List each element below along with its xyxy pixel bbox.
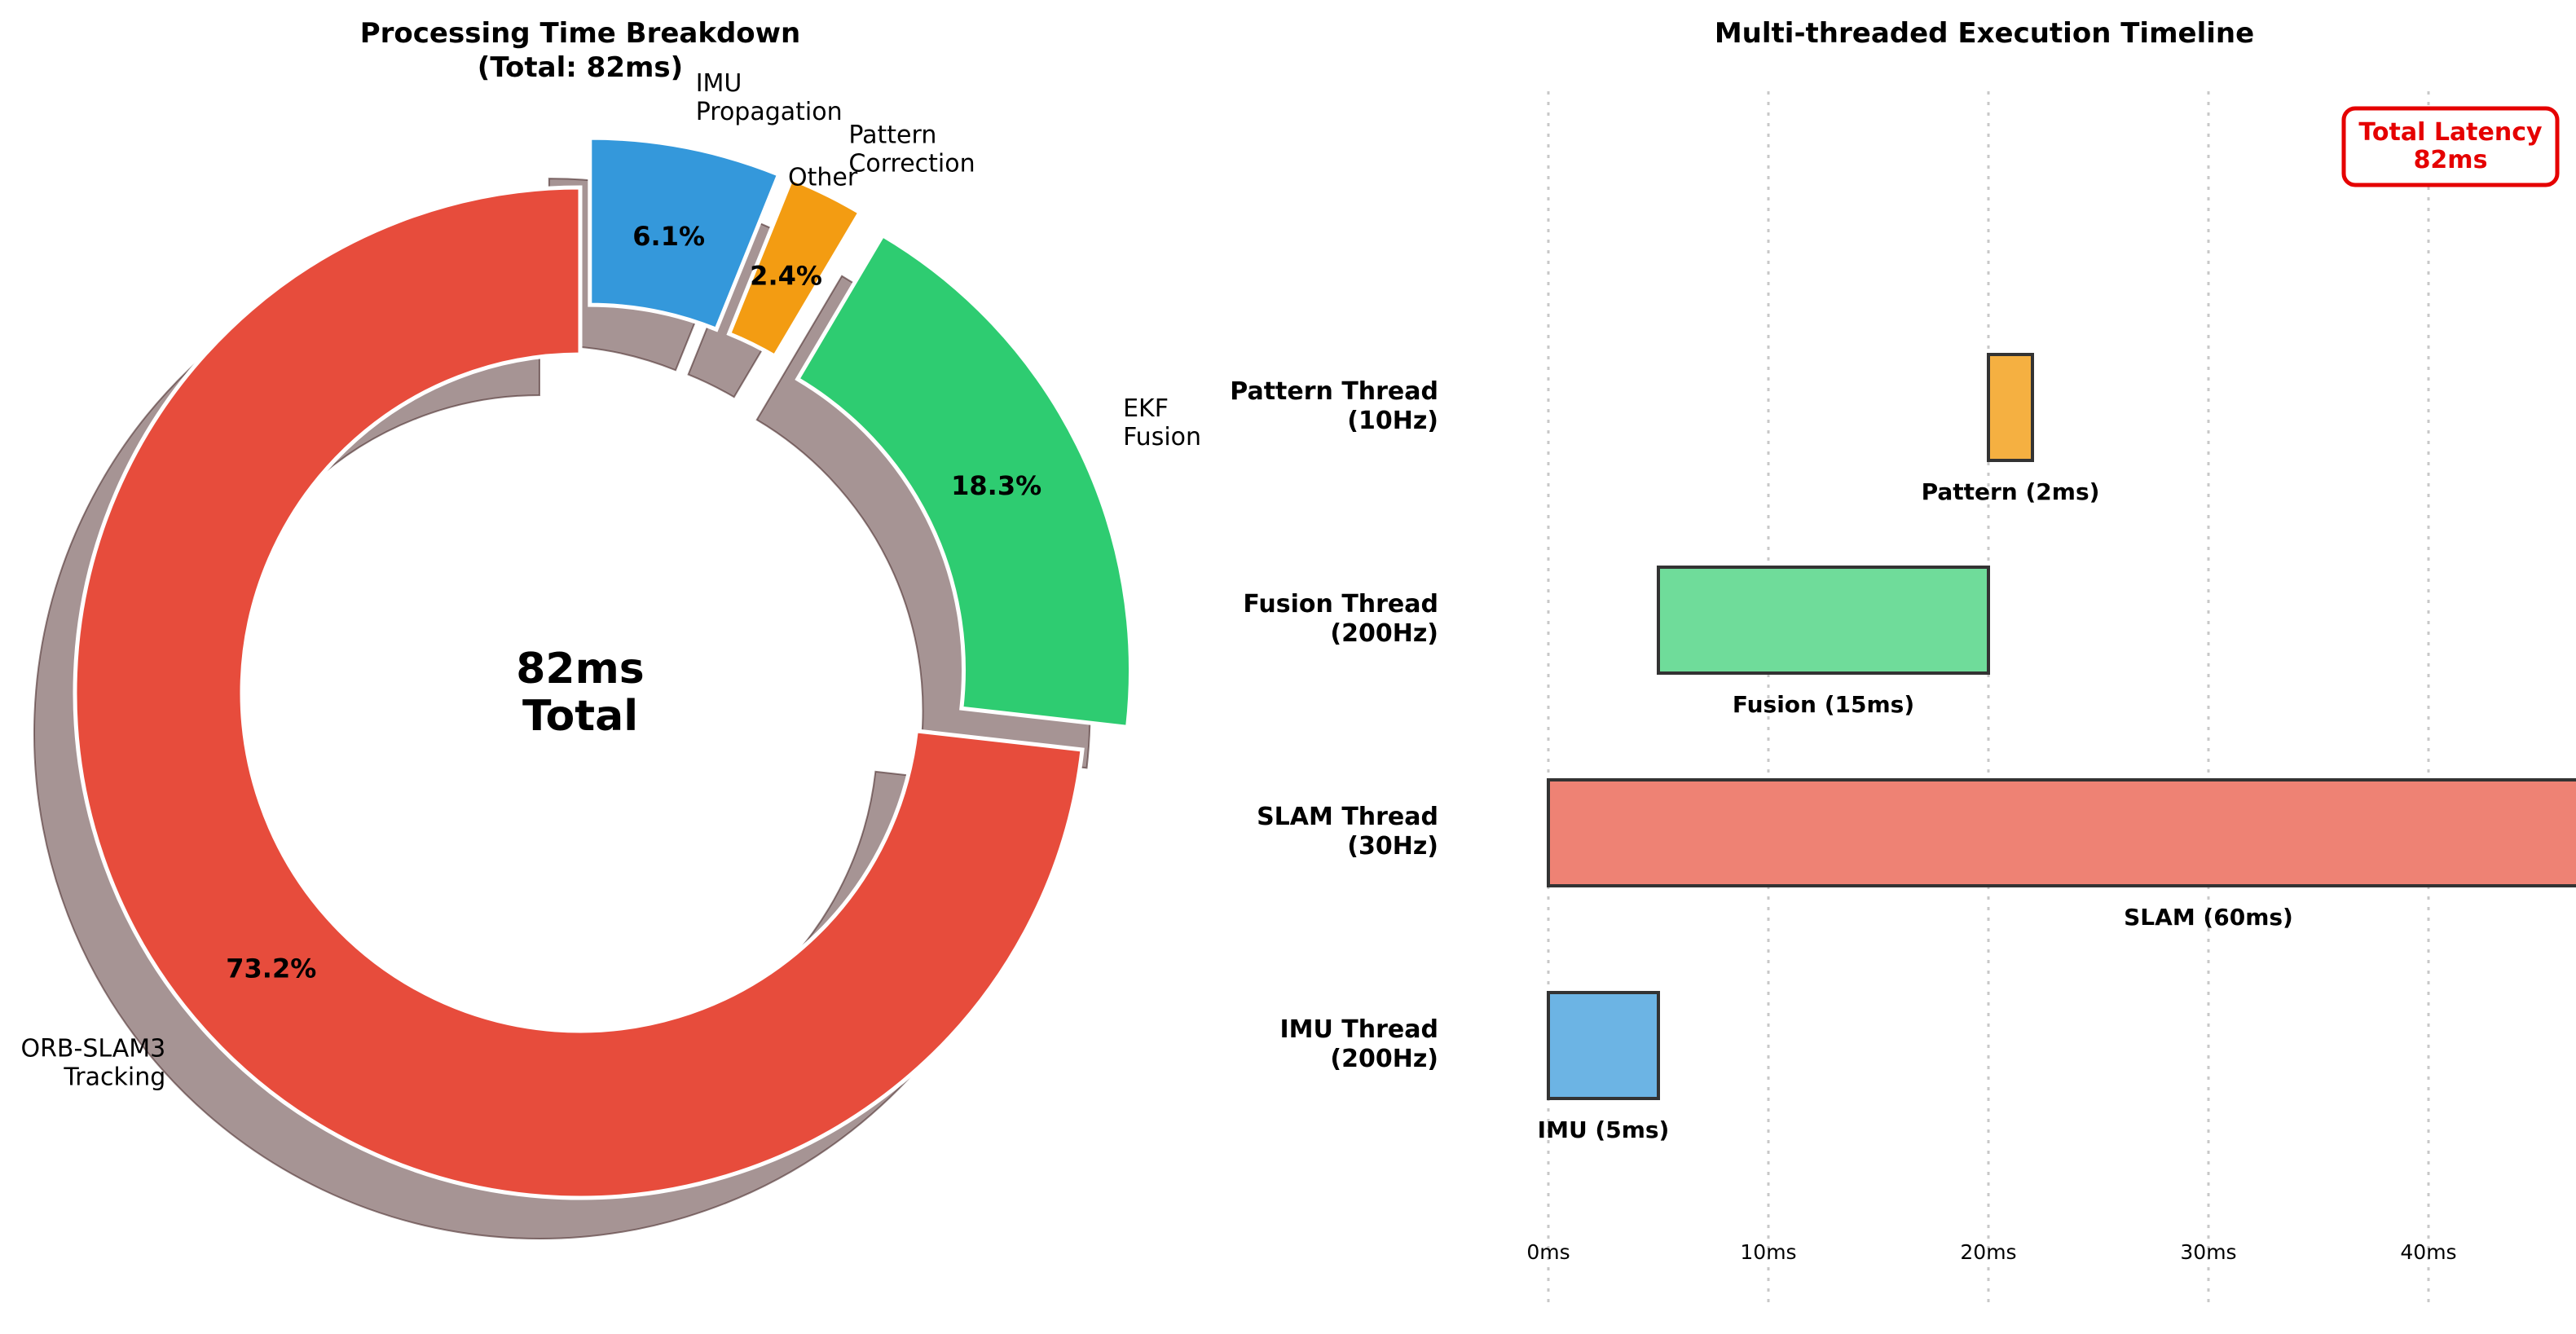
timeline-title: Multi-threaded Execution Timeline: [1715, 17, 2254, 50]
thread-label-pattern-thread: Pattern Thread (10Hz): [1230, 377, 1438, 435]
donut-slice-layer: [73, 135, 1133, 1200]
bar-label-pattern-thread: Pattern (2ms): [1922, 478, 2100, 505]
donut-percent-orb-slam3-tracking: 73.2%: [226, 953, 316, 984]
donut-label-pattern-correction: Pattern Correction: [848, 121, 975, 178]
donut-label-ekf-fusion: EKF Fusion: [1123, 394, 1201, 451]
timeline-bar-fusion-thread: [1657, 566, 1990, 675]
donut-label-imu-propagation: IMU Propagation: [696, 69, 843, 126]
donut-subtitle: (Total: 82ms): [478, 51, 683, 84]
donut-slice-labels: ORB-SLAM3 Tracking EKF Fusion Pattern Correct…: [20, 69, 1201, 1092]
tick-label-0: 0ms: [1526, 1240, 1570, 1264]
donut-slice-orb-slam3-tracking: [73, 185, 1085, 1200]
timeline-bar-imu-thread: [1547, 991, 1660, 1100]
donut-percent-pattern-correction: 2.4%: [750, 261, 822, 292]
total-latency-box: Total Latency 82ms: [2341, 106, 2560, 187]
donut-label-other: Other: [788, 163, 858, 192]
timeline-bar-labels: Pattern (2ms) Fusion (15ms) SLAM (60ms) IMU…: [1538, 478, 2293, 1143]
timeline-thread-labels: Pattern Thread (10Hz) Fusion Thread (200Hz)…: [1230, 377, 1438, 1073]
tick-label-30: 30ms: [2180, 1240, 2236, 1264]
timeline-bar-pattern-thread: [1987, 353, 2034, 462]
timeline-bar-slam-thread: [1547, 778, 2576, 887]
total-latency-title: Total Latency: [2358, 118, 2543, 147]
timeline-bars: [1547, 353, 2576, 1100]
donut-percent-imu-propagation: 6.1%: [632, 221, 705, 252]
donut-slice-pattern-correction: [726, 176, 863, 359]
tick-label-40: 40ms: [2400, 1240, 2456, 1264]
donut-slice-ekf-fusion: [795, 232, 1133, 730]
thread-label-fusion-thread: Fusion Thread (200Hz): [1243, 590, 1438, 648]
bar-label-imu-thread: IMU (5ms): [1538, 1116, 1670, 1143]
timeline-tick-labels: 0ms10ms20ms30ms40ms50ms60ms70ms80ms: [1526, 1240, 2456, 1264]
donut-slice-imu-propagation: [588, 135, 782, 332]
donut-center-value: 82ms: [516, 645, 645, 693]
donut-center-caption: Total: [522, 692, 638, 741]
thread-label-imu-thread: IMU Thread (200Hz): [1279, 1015, 1438, 1073]
tick-label-10: 10ms: [1740, 1240, 1796, 1264]
donut-title: Processing Time Breakdown: [360, 17, 801, 50]
tick-label-20: 20ms: [1960, 1240, 2016, 1264]
thread-label-slam-thread: SLAM Thread (30Hz): [1257, 803, 1438, 861]
total-latency-value: 82ms: [2414, 146, 2488, 174]
timeline-chart: Multi-threaded Execution Timeline Patter…: [1230, 17, 2576, 1304]
donut-percent-ekf-fusion: 18.3%: [951, 470, 1041, 501]
donut-label-orb-slam3-tracking: ORB-SLAM3 Tracking: [20, 1035, 165, 1092]
bar-label-fusion-thread: Fusion (15ms): [1733, 691, 1914, 718]
timeline-gridlines: [1547, 91, 2430, 1304]
donut-percent-labels: 73.2% 18.3% 2.4% 6.1%: [226, 221, 1041, 984]
donut-chart: Processing Time Breakdown (Total: 82ms) …: [20, 17, 1201, 1239]
bar-label-slam-thread: SLAM (60ms): [2124, 904, 2293, 931]
